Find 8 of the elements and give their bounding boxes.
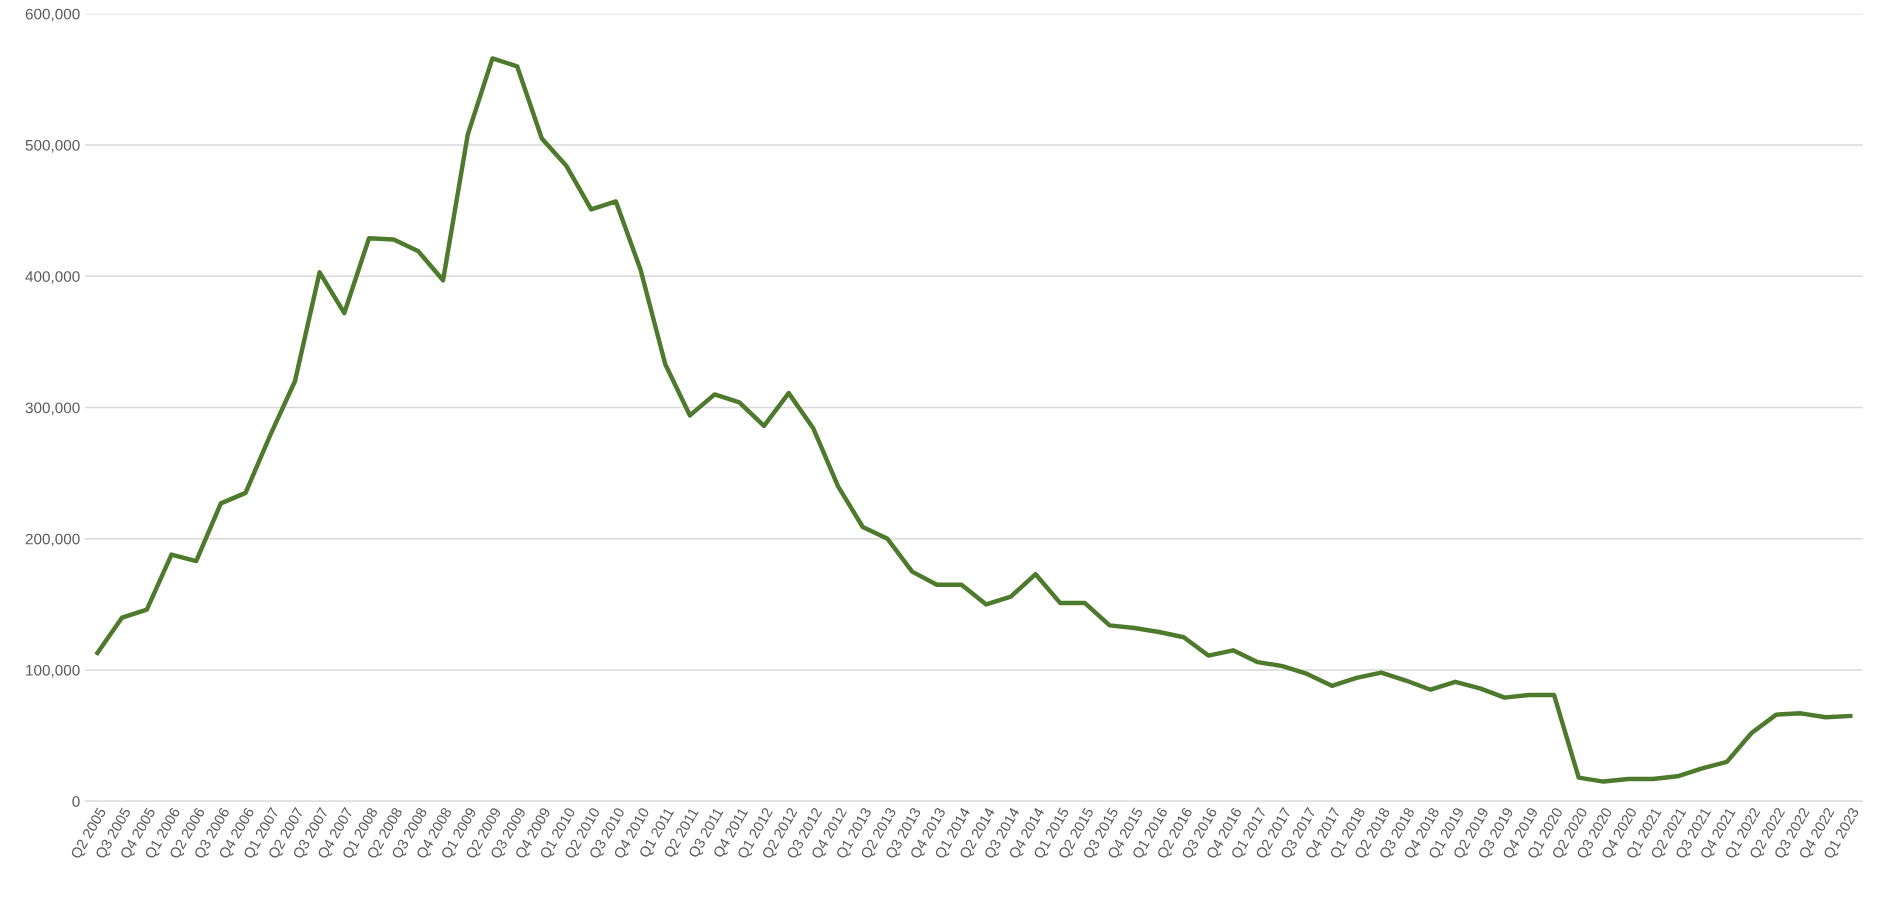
y-tick-label: 300,000 (25, 402, 80, 416)
y-tick-label: 400,000 (25, 271, 80, 284)
line-series (95, 56, 1853, 784)
y-tick-label: 100,000 (26, 664, 80, 678)
y-tick-label: 200,000 (25, 533, 80, 547)
y-tick-label: 0 (72, 796, 80, 807)
y-tick-label: 600,000 (25, 8, 80, 22)
y-tick-label: 500,000 (25, 139, 80, 153)
